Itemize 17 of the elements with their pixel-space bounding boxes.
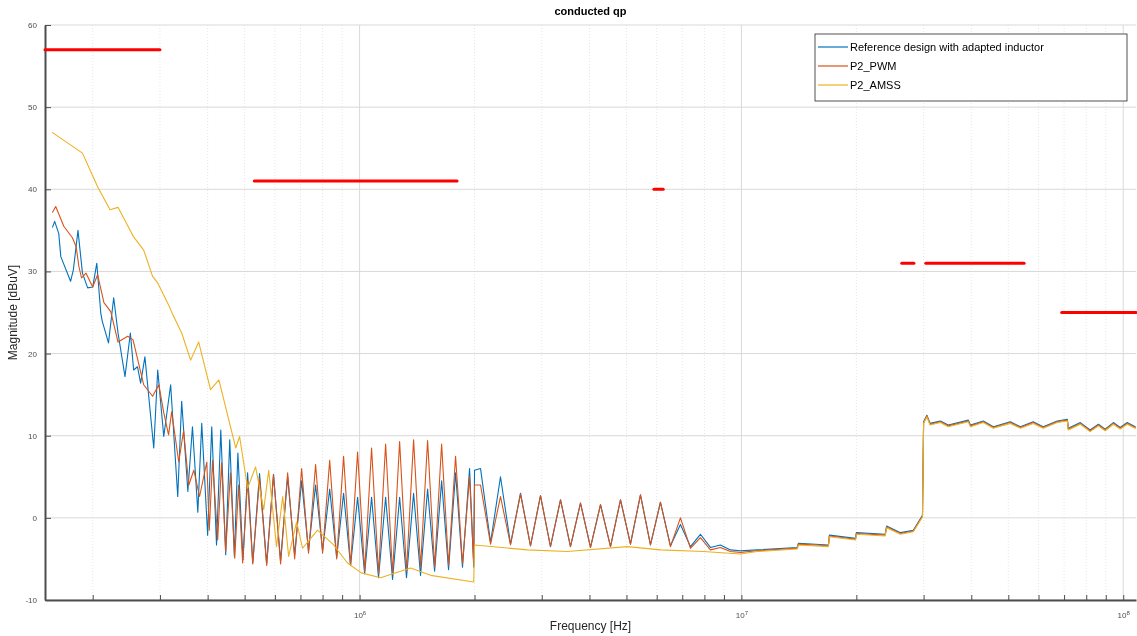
x-tick-label: 10$^{6}$ (353, 609, 367, 620)
x-tick-label: 10$^{7}$ (735, 609, 749, 620)
y-tick-label: 10 (28, 431, 38, 441)
legend-label: P2_PWM (850, 60, 897, 72)
x-tick-label: 10$^{8}$ (1117, 609, 1131, 620)
legend-label: Reference design with adapted inductor (850, 41, 1045, 53)
y-tick-label: 60 (28, 21, 38, 31)
y-tick-label: 0 (32, 513, 38, 523)
x-axis-title: Frequency [Hz] (549, 619, 632, 633)
y-tick-label: 50 (28, 103, 38, 113)
chart-title: conducted qp (554, 5, 627, 17)
y-axis-title: Magnitude [dBuV] (6, 264, 20, 361)
y-tick-label: -10 (25, 596, 38, 606)
y-tick-label: 40 (28, 185, 38, 195)
y-tick-label: 30 (28, 267, 38, 277)
legend-label: P2_AMSS (850, 79, 901, 91)
y-tick-label: 20 (28, 349, 38, 359)
